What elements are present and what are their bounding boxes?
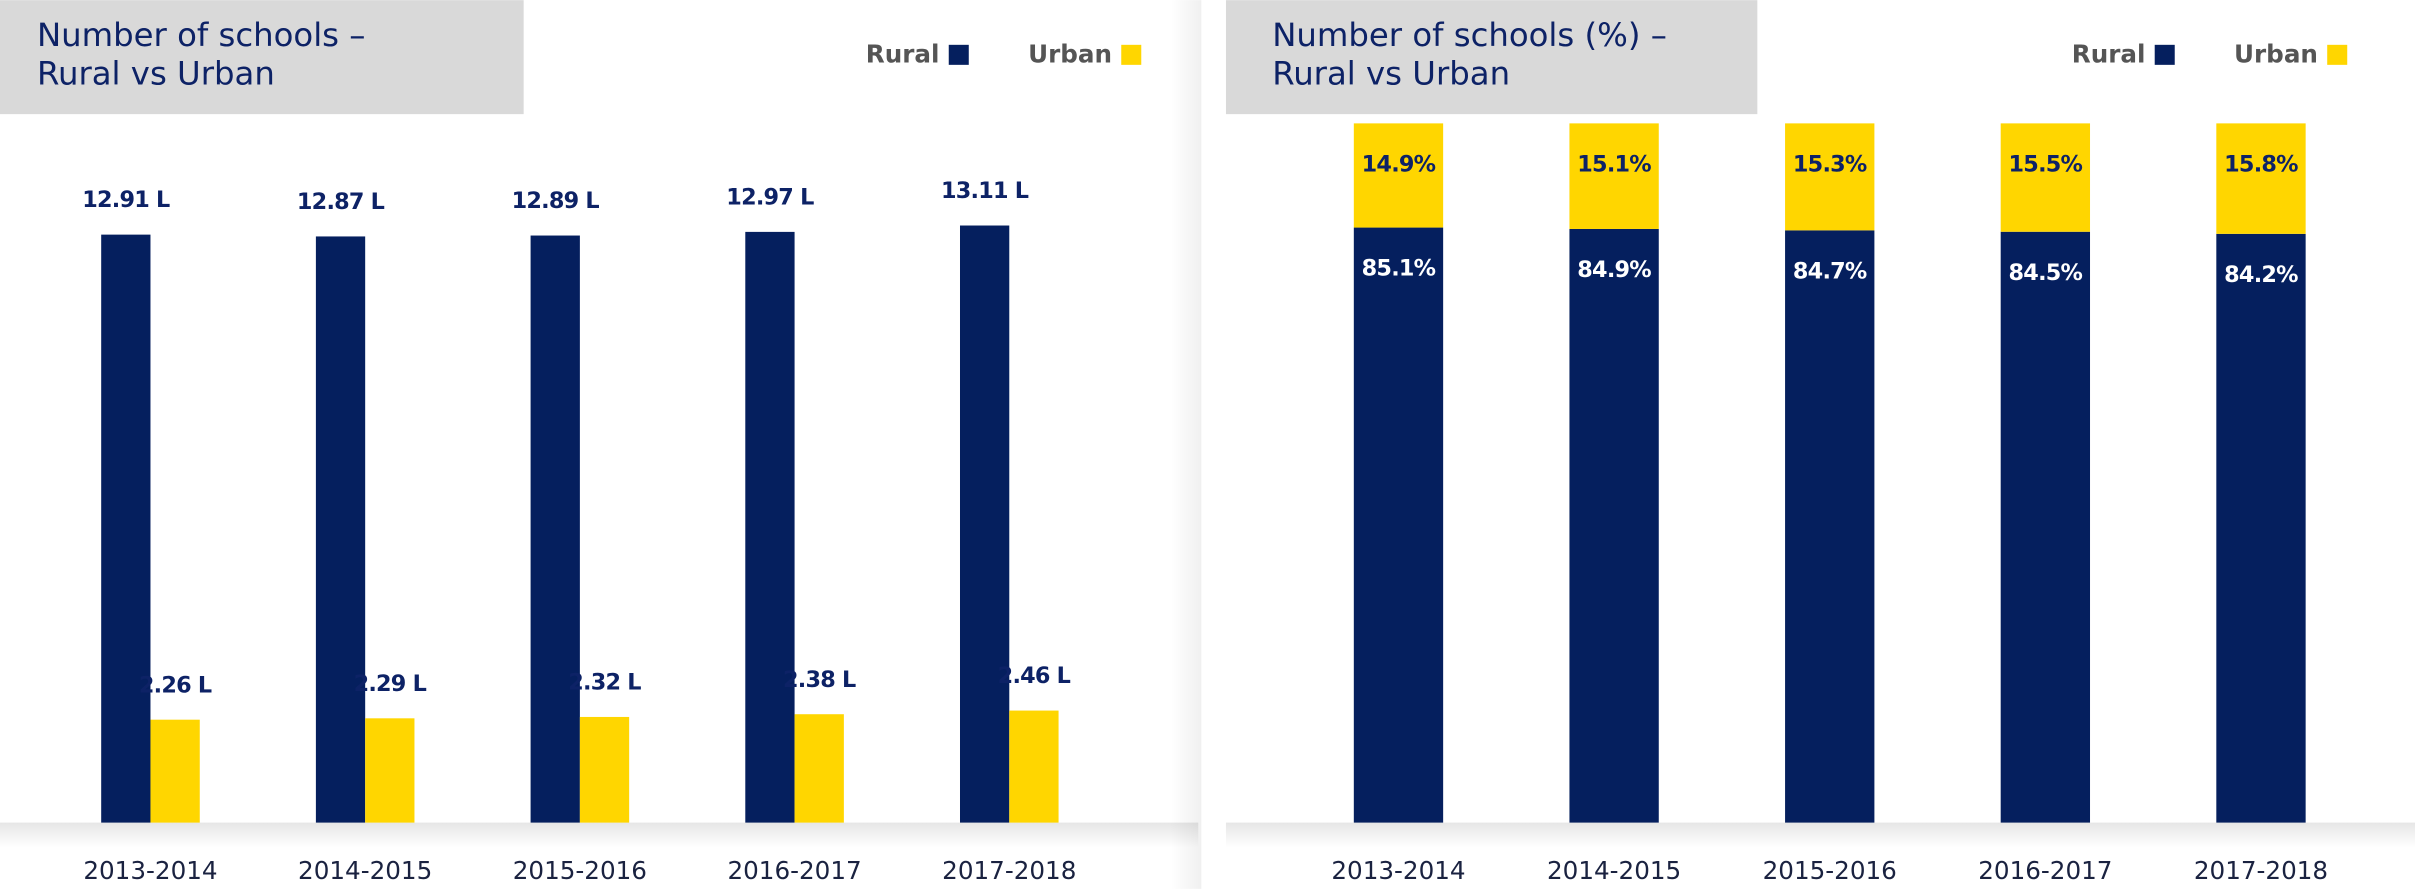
bar [101, 234, 151, 823]
bar-segment [1569, 228, 1659, 823]
data-label: 84.9% [1577, 257, 1651, 283]
bar [1009, 710, 1059, 823]
chart-title: Number of schools – [37, 16, 366, 54]
x-tick-label: 2015-2016 [513, 856, 647, 885]
chart-title: Number of schools (%) – [1272, 16, 1667, 54]
legend-label: Rural [2072, 40, 2146, 69]
bar-segment [2216, 233, 2306, 823]
data-label: 15.1% [1577, 151, 1651, 177]
legend-swatch [2327, 44, 2348, 65]
data-label: 14.9% [1362, 151, 1436, 177]
bar-segment [1785, 230, 1875, 823]
legend-swatch [2154, 44, 2175, 65]
data-label: 2.46 L [998, 663, 1071, 689]
data-label: 2.26 L [139, 672, 212, 698]
data-label: 12.97 L [726, 185, 814, 211]
x-tick-label: 2014-2015 [298, 856, 432, 885]
bar [530, 235, 580, 823]
bar-segment [1569, 123, 1659, 229]
bar [579, 716, 630, 823]
bar [150, 719, 200, 823]
bar-segment [1353, 227, 1444, 823]
bar [745, 231, 795, 823]
x-tick-label: 2017-2018 [2194, 856, 2328, 885]
data-label: 13.11 L [941, 178, 1029, 204]
x-tick-label: 2014-2015 [1547, 856, 1681, 885]
panel-shadow [1225, 822, 2415, 848]
bar-segment [2000, 231, 2091, 823]
legend-swatch [1121, 44, 1142, 65]
panel-shadow [0, 822, 1199, 848]
x-tick-label: 2013-2014 [1331, 856, 1465, 885]
panel-shadow [1170, 0, 1202, 889]
title-box [0, 0, 524, 115]
legend-swatch [948, 44, 969, 65]
legend-label: Urban [1028, 40, 1112, 69]
bar [315, 236, 366, 823]
data-label: 84.7% [1793, 258, 1867, 284]
bar-segment [1785, 123, 1875, 231]
data-label: 12.89 L [512, 188, 600, 214]
data-label: 12.91 L [82, 187, 170, 213]
data-label: 2.29 L [354, 671, 427, 697]
data-label: 15.3% [1793, 151, 1867, 177]
bar [365, 718, 415, 823]
x-tick-label: 2016-2017 [727, 856, 861, 885]
x-tick-label: 2016-2017 [1978, 856, 2112, 885]
bar-segment [2000, 123, 2091, 232]
chart-title: Rural vs Urban [1272, 55, 1510, 93]
data-label: 85.1% [1362, 256, 1436, 282]
data-label: 15.5% [2009, 151, 2083, 177]
x-tick-label: 2015-2016 [1763, 856, 1897, 885]
bar-segment [2216, 123, 2306, 234]
chart-title: Rural vs Urban [37, 55, 275, 93]
data-label: 2.32 L [568, 670, 641, 696]
data-label: 15.8% [2224, 151, 2298, 177]
data-label: 12.87 L [297, 189, 385, 215]
legend-label: Rural [866, 40, 940, 69]
bar-segment [1353, 123, 1444, 228]
data-label: 84.5% [2009, 260, 2083, 286]
bar [959, 225, 1010, 823]
title-box [1225, 0, 1758, 115]
x-tick-label: 2013-2014 [83, 856, 217, 885]
data-label: 2.38 L [783, 667, 856, 693]
data-label: 84.2% [2224, 262, 2298, 288]
bar [794, 714, 844, 823]
legend-label: Urban [2234, 40, 2318, 69]
x-tick-label: 2017-2018 [942, 856, 1076, 885]
